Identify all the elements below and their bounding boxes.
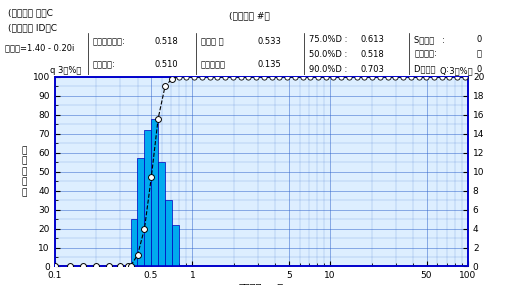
Point [105, 264, 113, 269]
Point [422, 75, 431, 79]
Text: 0.613: 0.613 [360, 35, 384, 44]
Point [140, 226, 149, 231]
Point [168, 77, 176, 81]
Point [92, 264, 100, 269]
Text: (サンプル ID）C: (サンプル ID）C [8, 24, 57, 32]
Point [391, 75, 399, 79]
Text: 0.135: 0.135 [257, 60, 281, 69]
Text: 0.518: 0.518 [360, 50, 384, 59]
Text: 0.518: 0.518 [154, 37, 178, 46]
Point [221, 75, 229, 79]
Point [453, 75, 461, 79]
Text: (ファイル 名）C: (ファイル 名）C [8, 9, 53, 18]
Point [175, 75, 183, 79]
Point [50, 264, 59, 269]
Point [368, 75, 376, 79]
Y-axis label: 相
対
粒
子
量: 相 対 粒 子 量 [21, 146, 27, 197]
Point [329, 75, 337, 79]
Point [213, 75, 222, 79]
Point [445, 75, 453, 79]
Point [306, 75, 315, 79]
Point [205, 75, 214, 79]
Text: 0: 0 [476, 35, 482, 44]
Point [267, 75, 276, 79]
Bar [137, 158, 145, 266]
Text: 50.0%D :: 50.0%D : [309, 50, 347, 59]
Bar [165, 200, 172, 266]
Point [79, 264, 87, 269]
Point [244, 75, 253, 79]
Text: 75.0%D :: 75.0%D : [309, 35, 347, 44]
Point [198, 75, 206, 79]
Point [375, 75, 384, 79]
Point [430, 75, 438, 79]
Bar [151, 119, 158, 266]
Point [461, 75, 469, 79]
Point [252, 75, 260, 79]
Point [126, 263, 135, 268]
Point [237, 75, 245, 79]
Point [183, 75, 191, 79]
Point [298, 75, 307, 79]
Point [291, 75, 299, 79]
Text: 標準偏差：: 標準偏差： [201, 60, 226, 69]
Point [283, 75, 291, 79]
Point [383, 75, 392, 79]
Point [314, 75, 322, 79]
Point [147, 175, 155, 180]
Text: 0.703: 0.703 [360, 64, 384, 74]
Text: 90.0%D :: 90.0%D : [309, 64, 347, 74]
Text: Q 3（%）: Q 3（%） [439, 66, 472, 75]
Point [161, 84, 169, 89]
Text: Sレベル   :: Sレベル : [414, 35, 445, 44]
Point [337, 75, 345, 79]
Text: 0.533: 0.533 [257, 37, 281, 46]
Point [360, 75, 369, 79]
Point [414, 75, 423, 79]
Text: 屈折率=1.40 - 0.20i: 屈折率=1.40 - 0.20i [5, 44, 74, 52]
X-axis label: 粒子径（μm）: 粒子径（μm） [239, 283, 284, 285]
Text: 無: 無 [476, 50, 481, 59]
Text: (サンプル #）: (サンプル #） [229, 11, 270, 20]
Text: 分布関数:: 分布関数: [414, 50, 437, 59]
Point [229, 75, 237, 79]
Point [66, 264, 74, 269]
Point [275, 75, 283, 79]
Point [399, 75, 407, 79]
Point [407, 75, 415, 79]
Bar [145, 130, 151, 266]
Point [321, 75, 330, 79]
Point [345, 75, 353, 79]
Point [116, 264, 124, 269]
Point [437, 75, 446, 79]
Point [154, 116, 162, 121]
Bar [172, 225, 179, 266]
Point [353, 75, 361, 79]
Point [134, 253, 142, 257]
Text: モード径:: モード径: [93, 60, 115, 69]
Text: 平均値 ：: 平均値 ： [201, 37, 224, 46]
Text: Dシフト    :: Dシフト : [414, 64, 449, 74]
Bar [131, 219, 137, 266]
Point [124, 264, 132, 269]
Point [259, 75, 268, 79]
Text: メディアン径:: メディアン径: [93, 37, 125, 46]
Text: 0.510: 0.510 [154, 60, 178, 69]
Bar [158, 162, 165, 266]
Bar [179, 264, 186, 266]
Text: 0: 0 [476, 64, 482, 74]
Text: q 3（%）: q 3（%） [50, 66, 82, 75]
Point [190, 75, 198, 79]
